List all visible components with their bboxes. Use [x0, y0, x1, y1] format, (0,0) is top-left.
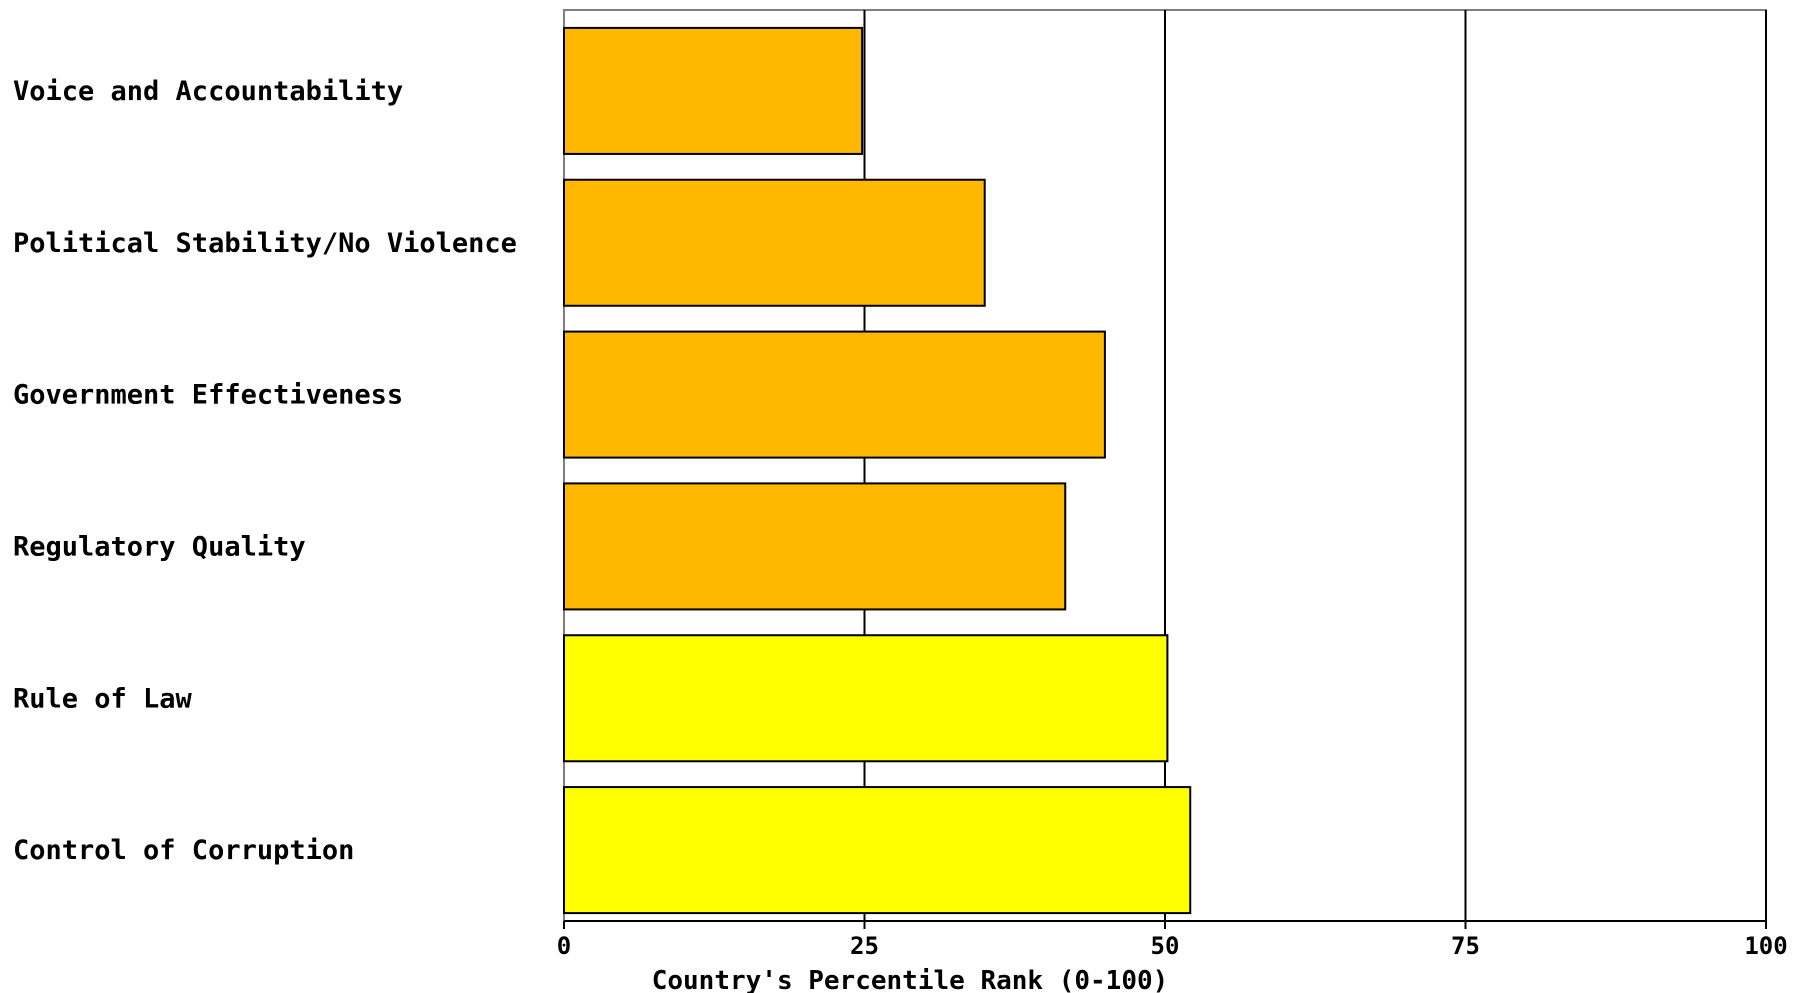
- bar: [563, 634, 1169, 763]
- bar: [563, 482, 1067, 611]
- category-label: Government Effectiveness: [13, 380, 403, 411]
- bar: [563, 178, 986, 307]
- bars: [563, 26, 1192, 915]
- x-tick-label: 50: [1151, 932, 1180, 960]
- x-tick-label: 25: [850, 932, 879, 960]
- x-tick-label: 100: [1744, 932, 1787, 960]
- x-axis-title: Country's Percentile Rank (0-100): [652, 966, 1169, 993]
- x-axis-ticks: 0 25 50 75 100: [557, 921, 1788, 960]
- x-tick-label: 75: [1451, 932, 1480, 960]
- bar: [563, 786, 1192, 915]
- bar: [563, 26, 864, 155]
- category-label: Voice and Accountability: [13, 76, 403, 107]
- bar: [563, 330, 1106, 459]
- gridlines: [863, 10, 1767, 921]
- category-label: Rule of Law: [13, 683, 193, 714]
- category-label: Political Stability/No Violence: [13, 228, 517, 259]
- category-label: Regulatory Quality: [13, 531, 306, 562]
- category-label: Control of Corruption: [13, 835, 354, 866]
- x-tick-label: 0: [557, 932, 571, 960]
- category-labels: Voice and Accountability Political Stabil…: [13, 76, 517, 866]
